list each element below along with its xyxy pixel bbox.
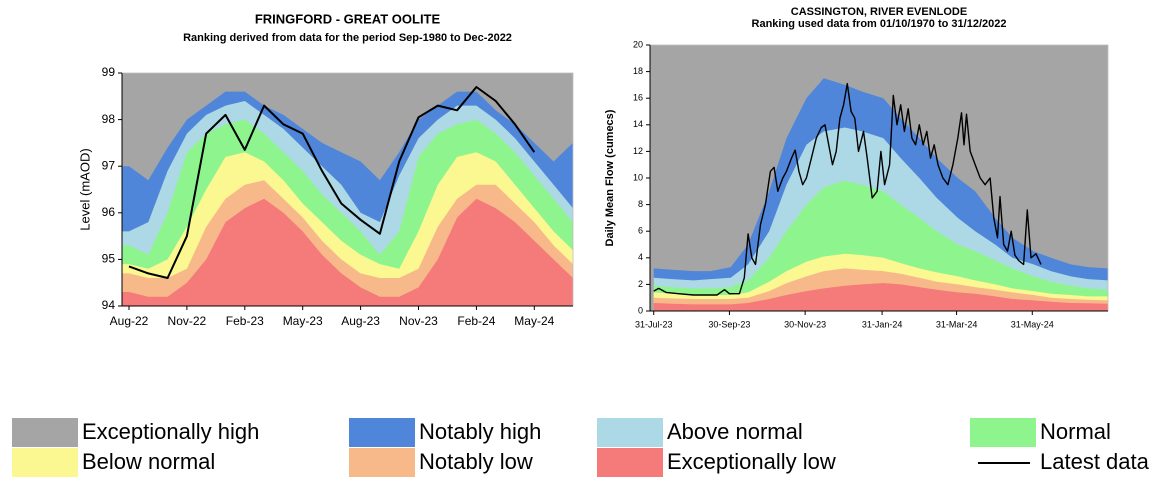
latest-line — [128, 86, 536, 279]
chart-title: FRINGFORD - GREAT OOLITE — [255, 11, 441, 26]
legend-label: Exceptionally high — [82, 419, 259, 444]
y-tick-label: 94 — [102, 298, 116, 312]
y-axis-label: Level (mAOD) — [77, 148, 92, 230]
chart-subtitle: Ranking derived from data for the period… — [183, 32, 512, 44]
y-tick-label: 99 — [102, 65, 116, 79]
x-tick-label: Aug-22 — [110, 314, 149, 328]
x-tick-label: 31-Jul-23 — [635, 319, 673, 329]
x-tick-label: Aug-23 — [341, 314, 380, 328]
chart-title: CASSINGTON, RIVER EVENLODE — [791, 6, 967, 18]
x-tick-label: 31-May-24 — [1011, 319, 1054, 329]
legend-label: Notably high — [419, 419, 541, 444]
latest-line — [653, 82, 1042, 296]
y-axis-label: Daily Mean Flow (cumecs) — [604, 109, 616, 246]
legend-swatch — [597, 448, 663, 477]
x-tick-label: 31-Jan-24 — [862, 319, 903, 329]
legend-swatch — [597, 418, 663, 447]
legend-swatch — [970, 418, 1036, 447]
y-tick-label: 12 — [633, 146, 643, 156]
x-tick-label: Nov-22 — [168, 314, 207, 328]
y-tick-label: 95 — [102, 252, 116, 266]
legend-swatch — [349, 448, 415, 477]
y-tick-label: 20 — [633, 39, 643, 49]
plot — [122, 73, 573, 306]
x-tick-label: May-23 — [283, 314, 323, 328]
y-tick-label: 4 — [638, 252, 643, 262]
y-tick-label: 14 — [633, 119, 643, 129]
x-tick-label: Feb-24 — [457, 314, 495, 328]
band-area — [653, 283, 1108, 311]
y-tick-label: 2 — [638, 279, 643, 289]
plot — [650, 45, 1108, 311]
legend-label: Latest data — [1040, 449, 1150, 474]
chart-subtitle: Ranking used data from 01/10/1970 to 31/… — [752, 18, 1007, 30]
y-tick-label: 97 — [102, 158, 116, 172]
x-tick-label: May-24 — [514, 314, 554, 328]
legend-label: Notably low — [419, 449, 533, 474]
x-tick-label: 30-Sep-23 — [708, 319, 750, 329]
legend-label: Below normal — [82, 449, 215, 474]
y-tick-label: 18 — [633, 66, 643, 76]
y-tick-label: 96 — [102, 205, 116, 219]
y-tick-label: 0 — [638, 305, 643, 315]
y-tick-label: 8 — [638, 199, 643, 209]
x-tick-label: Nov-23 — [399, 314, 438, 328]
band-area — [653, 180, 1108, 311]
legend-swatch — [12, 418, 78, 447]
legend-label: Above normal — [667, 419, 803, 444]
y-tick-label: 98 — [102, 112, 116, 126]
y-tick-label: 6 — [638, 226, 643, 236]
legend-label: Exceptionally low — [667, 449, 836, 474]
legend-swatch — [349, 418, 415, 447]
legend-swatch — [12, 448, 78, 477]
legend-label: Normal — [1040, 419, 1111, 444]
x-tick-label: 30-Nov-23 — [784, 319, 826, 329]
y-tick-label: 16 — [633, 93, 643, 103]
x-tick-label: 31-Mar-24 — [936, 319, 978, 329]
y-tick-label: 10 — [633, 172, 643, 182]
band-area — [122, 198, 573, 306]
x-tick-label: Feb-23 — [226, 314, 264, 328]
